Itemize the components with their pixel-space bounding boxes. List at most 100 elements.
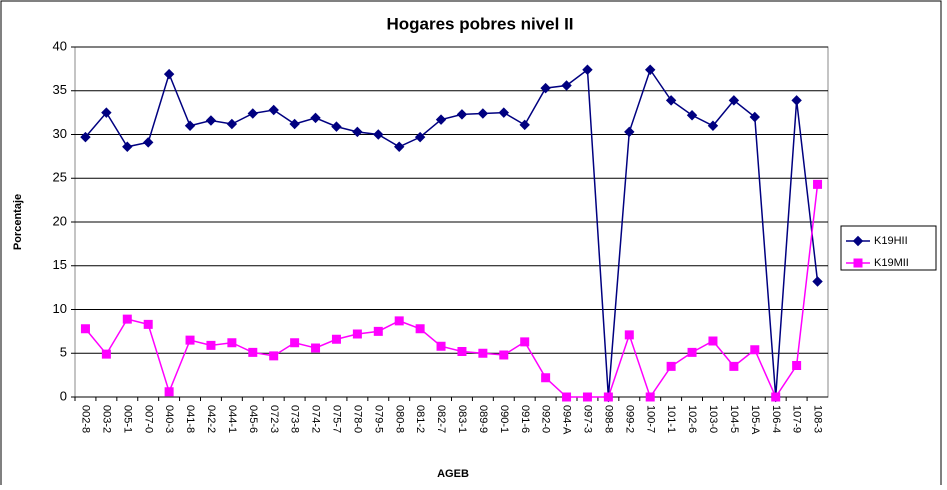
point <box>792 361 802 370</box>
point <box>541 373 551 383</box>
x-tick-label: 106-4 <box>770 405 782 433</box>
point <box>603 392 613 402</box>
point <box>729 361 739 371</box>
point <box>687 347 697 357</box>
point <box>122 141 133 152</box>
y-axis-label: Porcentaje <box>12 194 24 250</box>
point <box>561 80 572 91</box>
x-tick-label: 073-8 <box>289 405 301 433</box>
point <box>289 118 300 130</box>
point <box>414 131 426 143</box>
legend-label: K19MII <box>874 257 909 269</box>
x-tick-label: 074-2 <box>310 405 322 433</box>
x-tick-label: 045-6 <box>247 405 259 433</box>
x-tick-label: 101-1 <box>665 405 677 433</box>
point <box>394 316 404 326</box>
point <box>164 387 174 397</box>
point <box>268 104 279 116</box>
x-axis-label: AGEB <box>437 468 469 480</box>
x-tick-label: 082-7 <box>435 405 447 433</box>
point <box>101 107 112 118</box>
point <box>122 314 132 324</box>
point <box>813 179 823 189</box>
x-tick-label: 041-8 <box>184 405 196 433</box>
x-tick-label: 075-7 <box>331 405 343 433</box>
point <box>645 64 656 75</box>
x-tick-label: 003-2 <box>100 405 112 433</box>
point <box>749 111 760 123</box>
x-tick-label: 102-6 <box>686 405 698 433</box>
point <box>373 129 384 140</box>
y-tick-label: 25 <box>53 170 67 185</box>
point <box>456 109 468 120</box>
point <box>728 95 740 106</box>
point <box>415 324 425 334</box>
legend-marker <box>852 235 864 247</box>
point <box>394 141 405 152</box>
y-tick-label: 10 <box>53 301 67 316</box>
x-tick-label: 007-0 <box>142 405 154 433</box>
point <box>582 64 593 75</box>
point <box>457 347 467 356</box>
point <box>143 319 153 329</box>
point <box>247 108 258 119</box>
chart-title: Hogares pobres nivel II <box>386 14 573 33</box>
point <box>185 335 195 345</box>
point <box>477 108 489 119</box>
point <box>184 120 196 131</box>
point <box>290 338 300 348</box>
point <box>269 351 279 361</box>
point <box>519 119 530 131</box>
point <box>80 131 91 143</box>
point <box>540 82 551 94</box>
point <box>352 329 362 339</box>
point <box>248 347 258 357</box>
point <box>582 392 592 402</box>
x-tick-label: 091-6 <box>519 405 531 433</box>
x-tick-label: 103-0 <box>707 405 719 433</box>
x-tick-label: 005-1 <box>121 405 133 433</box>
point <box>562 392 572 402</box>
point <box>645 392 655 402</box>
x-tick-label: 080-8 <box>393 405 405 433</box>
point <box>791 95 802 106</box>
point <box>665 95 677 106</box>
x-tick-label: 042-2 <box>205 405 217 433</box>
point <box>708 336 718 346</box>
point <box>435 114 447 125</box>
x-tick-label: 089-9 <box>477 405 489 433</box>
y-tick-label: 35 <box>53 82 67 97</box>
x-tick-label: 108-3 <box>812 405 824 433</box>
x-tick-label: 081-2 <box>414 405 426 433</box>
point <box>686 110 698 121</box>
point <box>436 341 446 351</box>
point <box>478 348 488 358</box>
x-tick-label: 094-A <box>561 405 573 435</box>
point <box>227 338 237 348</box>
point <box>163 68 175 80</box>
point <box>520 337 530 347</box>
point <box>499 350 509 360</box>
point <box>352 126 363 138</box>
x-tick-label: 105-A <box>749 405 761 435</box>
y-tick-label: 15 <box>53 257 67 272</box>
legend-marker <box>853 258 863 268</box>
x-tick-label: 078-0 <box>351 405 363 433</box>
point <box>624 126 635 138</box>
y-tick-label: 40 <box>53 38 67 53</box>
point <box>310 112 321 124</box>
x-tick-label: 072-3 <box>268 405 280 433</box>
point <box>707 120 719 131</box>
point <box>206 340 216 350</box>
point <box>624 330 634 340</box>
x-tick-label: 099-2 <box>623 405 635 433</box>
x-tick-label: 040-3 <box>163 405 175 433</box>
x-tick-label: 097-3 <box>582 405 594 433</box>
y-tick-label: 30 <box>53 126 67 141</box>
x-tick-label: 044-1 <box>226 405 238 433</box>
point <box>80 324 90 334</box>
point <box>498 107 509 118</box>
x-tick-label: 092-0 <box>540 405 552 433</box>
x-tick-label: 098-8 <box>602 405 614 433</box>
y-tick-label: 5 <box>60 345 67 360</box>
